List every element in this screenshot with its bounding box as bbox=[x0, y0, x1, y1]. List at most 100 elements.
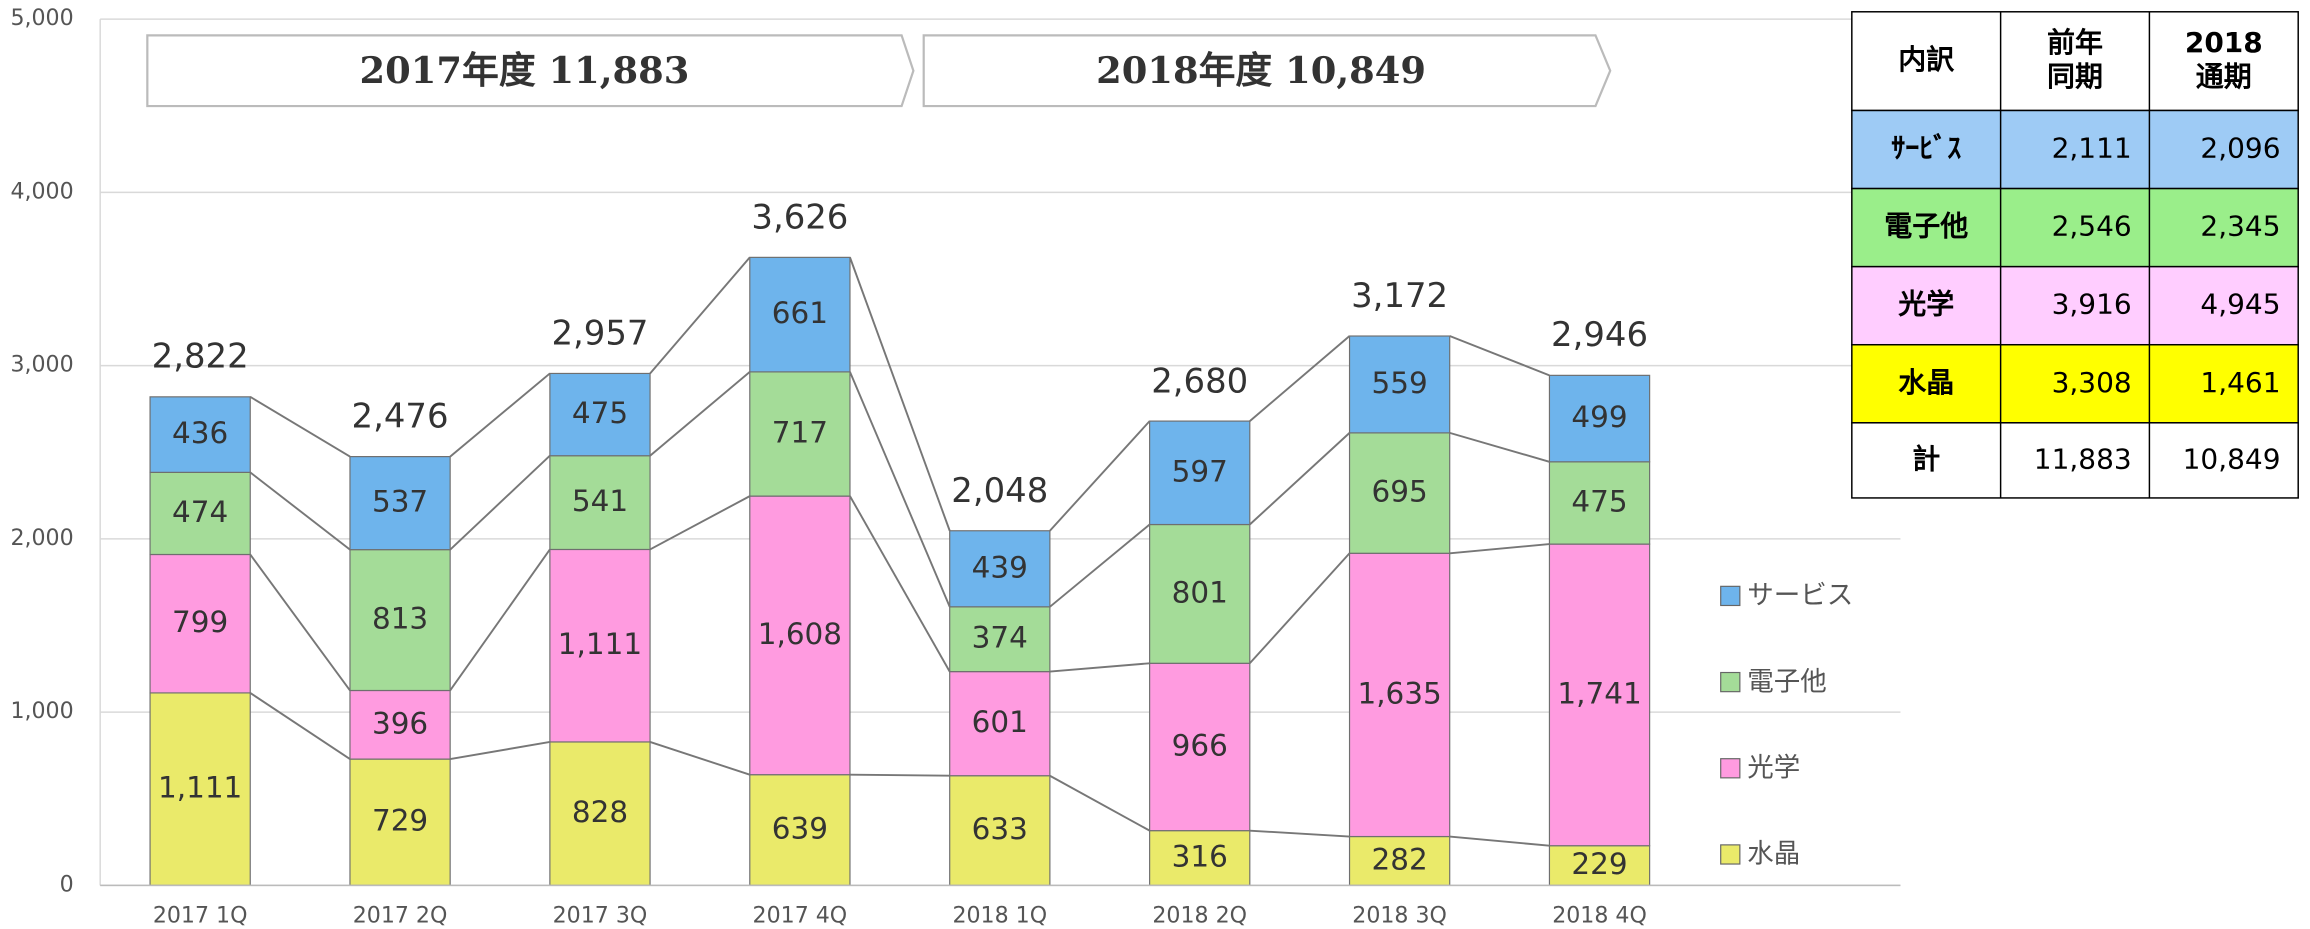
data-label: 729 bbox=[372, 804, 428, 838]
connector bbox=[1249, 335, 1351, 422]
bar-segment bbox=[749, 774, 851, 886]
bar-segment bbox=[349, 549, 451, 692]
connector bbox=[649, 741, 751, 776]
table-cell: 光学 bbox=[1897, 288, 1954, 321]
banner-shape bbox=[146, 34, 915, 108]
legend-label: 光学 bbox=[1747, 753, 1800, 784]
data-label: 316 bbox=[1172, 840, 1228, 874]
total-label: 3,626 bbox=[751, 197, 848, 236]
total-label: 2,957 bbox=[551, 313, 648, 352]
data-label: 541 bbox=[572, 484, 628, 518]
bar-segment bbox=[149, 471, 251, 556]
legend-swatch bbox=[1720, 758, 1741, 779]
connector bbox=[1449, 543, 1550, 555]
connector bbox=[449, 548, 551, 692]
data-label: 661 bbox=[772, 296, 828, 330]
bar-segment bbox=[949, 530, 1051, 608]
y-tick-label: 5,000 bbox=[10, 5, 73, 31]
table-cell: 4,945 bbox=[2200, 288, 2280, 321]
connector bbox=[849, 773, 950, 777]
data-label: 695 bbox=[1372, 475, 1428, 509]
data-label: 1,111 bbox=[558, 627, 642, 661]
data-label: 1,741 bbox=[1557, 676, 1641, 710]
bar-segment bbox=[549, 741, 651, 886]
connector bbox=[1049, 774, 1151, 832]
bar-segment bbox=[1348, 432, 1451, 554]
data-label: 475 bbox=[1571, 484, 1627, 518]
data-label: 966 bbox=[1172, 728, 1228, 762]
data-label: 799 bbox=[172, 605, 228, 639]
connector bbox=[1049, 662, 1150, 673]
data-label: 374 bbox=[972, 621, 1028, 655]
connector bbox=[849, 495, 951, 673]
table-cell: 1,461 bbox=[2200, 366, 2280, 399]
bar-segment bbox=[1548, 374, 1651, 463]
bar-segment bbox=[749, 256, 851, 373]
connector bbox=[449, 372, 551, 458]
connector bbox=[649, 256, 751, 375]
bar-segment bbox=[1149, 662, 1251, 832]
bar-segment bbox=[149, 692, 251, 886]
y-tick-label: 1,000 bbox=[10, 698, 73, 724]
data-label: 597 bbox=[1172, 454, 1228, 488]
y-tick-label: 0 bbox=[60, 871, 74, 897]
connector bbox=[1249, 432, 1351, 526]
connector bbox=[449, 455, 551, 551]
connector bbox=[849, 371, 951, 608]
banner-text: 2018年度 10,849 bbox=[1096, 48, 1426, 92]
table-cell: 11,883 bbox=[2034, 442, 2132, 475]
x-tick-label: 2017 4Q bbox=[753, 902, 848, 928]
bar-segment bbox=[549, 548, 651, 743]
data-label: 474 bbox=[172, 495, 228, 529]
table-header: 内訳 bbox=[1898, 43, 1955, 76]
bar-segment bbox=[149, 396, 251, 473]
data-label: 475 bbox=[572, 396, 628, 430]
table-cell: 2,546 bbox=[2052, 210, 2132, 243]
table-cell: 2,096 bbox=[2200, 132, 2280, 165]
bar-segment bbox=[749, 495, 851, 776]
bar-segment bbox=[1149, 523, 1251, 664]
connector bbox=[1049, 420, 1151, 532]
data-label: 499 bbox=[1571, 400, 1627, 434]
banner-text: 2017年度 11,883 bbox=[360, 48, 690, 92]
connector bbox=[1449, 431, 1550, 463]
table-row bbox=[1851, 187, 2299, 268]
table-cell: 水晶 bbox=[1898, 366, 1954, 399]
bar-segment bbox=[1548, 543, 1651, 847]
bar-segment bbox=[549, 455, 651, 551]
table-cell: 2,111 bbox=[2052, 132, 2132, 165]
bar-segment bbox=[349, 456, 451, 551]
connector bbox=[1449, 835, 1550, 847]
x-tick-label: 2017 3Q bbox=[553, 902, 648, 928]
data-label: 828 bbox=[572, 795, 628, 829]
connector bbox=[849, 257, 951, 532]
data-label: 282 bbox=[1372, 842, 1428, 876]
data-label: 1,111 bbox=[158, 771, 242, 805]
table-cell: 10,849 bbox=[2183, 442, 2281, 475]
bar-segment bbox=[1149, 420, 1251, 526]
table-row bbox=[1851, 422, 2299, 499]
table-cell: 3,308 bbox=[2052, 366, 2132, 399]
connector bbox=[649, 371, 751, 457]
x-tick-label: 2018 4Q bbox=[1552, 902, 1647, 928]
data-label: 601 bbox=[972, 705, 1028, 739]
data-label: 436 bbox=[172, 416, 228, 450]
connector bbox=[249, 396, 351, 458]
y-tick-label: 4,000 bbox=[10, 178, 73, 204]
y-tick-label: 2,000 bbox=[10, 525, 73, 551]
total-label: 3,172 bbox=[1351, 276, 1448, 315]
table-cell: 計 bbox=[1912, 442, 1940, 475]
data-label: 717 bbox=[772, 415, 828, 449]
connector bbox=[249, 553, 351, 692]
bar-segment bbox=[1348, 835, 1451, 886]
y-tick-label: 3,000 bbox=[10, 352, 73, 378]
data-label: 537 bbox=[372, 485, 428, 519]
legend-label: 電子他 bbox=[1747, 666, 1827, 697]
data-label: 229 bbox=[1571, 847, 1627, 881]
bar-segment bbox=[1348, 335, 1451, 434]
table-row bbox=[1851, 109, 2299, 190]
table-cell: 3,916 bbox=[2052, 288, 2132, 321]
data-label: 1,635 bbox=[1357, 676, 1441, 710]
connector bbox=[1249, 829, 1350, 838]
